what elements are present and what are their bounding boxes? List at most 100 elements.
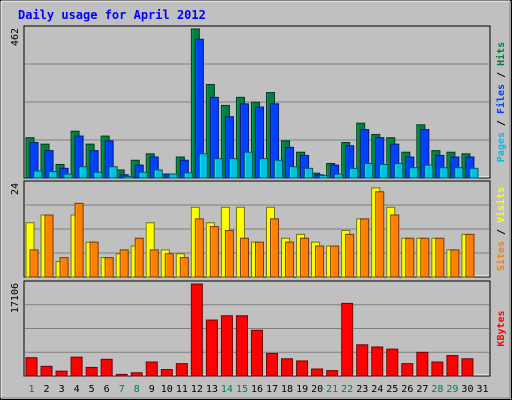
bar — [446, 355, 459, 377]
bar — [356, 344, 369, 377]
bar — [450, 249, 460, 278]
legend-text: Visits — [495, 187, 507, 223]
bar — [375, 191, 385, 278]
bar — [134, 237, 144, 278]
bar — [70, 356, 83, 377]
bar — [371, 346, 384, 377]
bar — [461, 358, 474, 377]
bar — [239, 237, 249, 278]
x-tick-label: 22 — [341, 384, 353, 395]
bar — [89, 241, 99, 278]
x-tick-label: 9 — [149, 384, 155, 395]
x-tick-label: 28 — [431, 384, 443, 395]
bar — [390, 214, 400, 278]
panel-legend: Sites / Visits — [495, 187, 507, 271]
x-tick-label: 16 — [251, 384, 263, 395]
x-tick-label: 11 — [176, 384, 188, 395]
bar — [250, 329, 263, 377]
bar — [334, 173, 344, 179]
bar — [108, 166, 118, 179]
bar — [409, 167, 419, 179]
series-kbytes — [25, 283, 474, 377]
legend-text: / — [496, 66, 507, 84]
bar — [48, 171, 58, 179]
x-tick-label: 27 — [416, 384, 428, 395]
bar — [424, 164, 434, 179]
bar — [194, 218, 204, 278]
bar — [254, 241, 264, 278]
x-tick-label: 29 — [446, 384, 458, 395]
bar — [394, 162, 404, 179]
bar — [25, 357, 38, 377]
x-tick-label: 26 — [401, 384, 413, 395]
legend-text: Sites — [495, 241, 507, 271]
bar — [93, 171, 103, 179]
x-tick-label: 2 — [44, 384, 50, 395]
bar — [85, 366, 98, 377]
bar — [44, 214, 54, 278]
x-tick-label: 15 — [236, 384, 248, 395]
bar — [319, 174, 329, 179]
x-tick-label: 21 — [326, 384, 338, 395]
panel-legend: KBytes — [496, 310, 507, 346]
bar — [281, 358, 294, 377]
bar — [349, 167, 359, 179]
panel-hits-files-pages: 462 Pages / Files / Hits — [10, 25, 507, 179]
bar — [420, 237, 430, 278]
x-tick-label: 17 — [266, 384, 278, 395]
bar — [55, 370, 68, 377]
y-axis-max-label: 24 — [10, 183, 21, 195]
x-tick-label: 20 — [311, 384, 323, 395]
bar — [205, 319, 218, 377]
x-tick-label: 18 — [281, 384, 293, 395]
legend-text: Pages — [496, 132, 507, 162]
bar — [465, 233, 475, 278]
bar — [33, 170, 43, 179]
legend-text: Hits — [495, 42, 507, 66]
bar — [311, 368, 324, 377]
x-tick-label: 13 — [206, 384, 218, 395]
bar — [364, 162, 374, 179]
bar — [341, 302, 354, 377]
bar — [175, 363, 188, 377]
bar — [78, 166, 88, 179]
bar — [439, 167, 449, 179]
bar — [300, 237, 310, 278]
bar — [270, 218, 280, 278]
bar — [168, 173, 178, 179]
bar — [63, 173, 73, 179]
bar — [119, 249, 129, 278]
bar — [289, 166, 299, 179]
bar — [220, 315, 233, 377]
bar — [130, 372, 143, 377]
bar — [138, 171, 148, 179]
bar — [164, 253, 174, 278]
legend-text: KBytes — [496, 310, 507, 346]
bar — [213, 158, 223, 179]
bar — [115, 373, 128, 377]
bar — [258, 158, 268, 179]
chart-title: Daily usage for April 2012 — [18, 8, 206, 22]
panel-legend: Pages / Files / Hits — [495, 42, 507, 162]
bar — [224, 230, 234, 278]
x-tick-label: 23 — [356, 384, 368, 395]
bar — [145, 361, 158, 377]
bar — [326, 370, 339, 377]
x-tick-label: 10 — [161, 384, 173, 395]
bar — [416, 351, 429, 377]
x-tick-label: 19 — [296, 384, 308, 395]
bar — [149, 249, 159, 278]
series-sites — [29, 191, 475, 278]
panel-visits-sites: 24 Sites / Visits — [10, 180, 507, 278]
legend-text: / — [496, 223, 507, 241]
x-tick-label: 31 — [476, 384, 488, 395]
bar — [454, 167, 464, 179]
bar — [330, 245, 340, 278]
bar — [469, 167, 479, 179]
bar — [104, 257, 114, 278]
x-tick-label: 24 — [371, 384, 383, 395]
y-axis-max-label: 462 — [10, 28, 21, 46]
bar — [435, 237, 445, 278]
bar — [123, 175, 133, 179]
